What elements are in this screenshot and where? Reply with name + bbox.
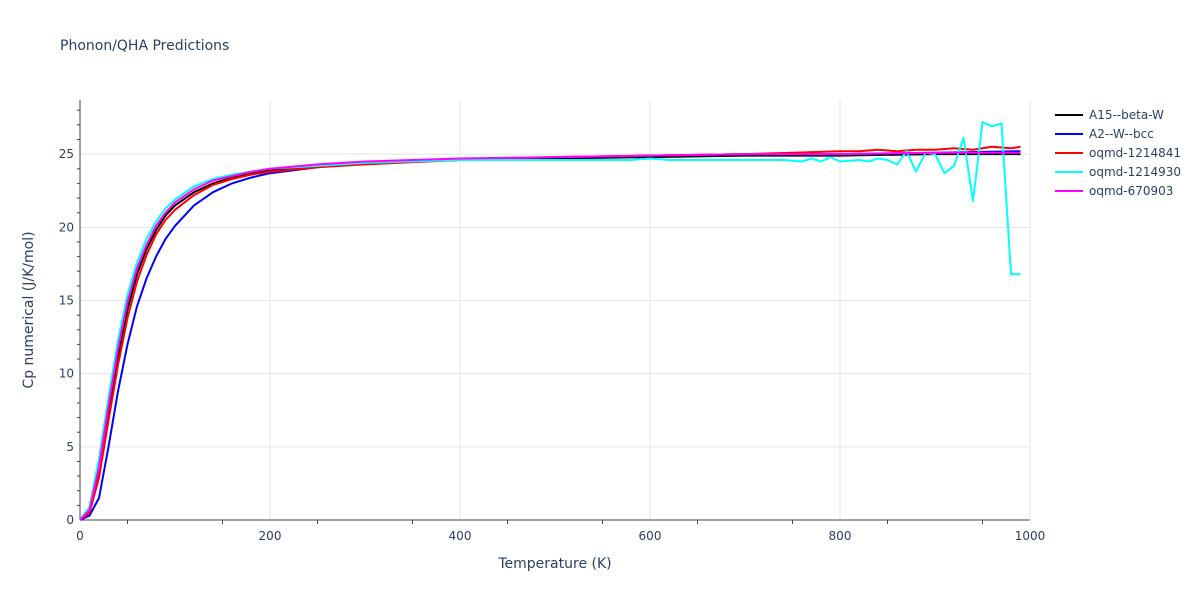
series-line-a2-w-bcc — [79, 150, 1021, 521]
x-axis-title: Temperature (K) — [497, 556, 611, 572]
legend-item[interactable]: A2--W--bcc — [1055, 127, 1154, 141]
legend-item[interactable]: oqmd-1214930 — [1055, 165, 1181, 179]
x-axis-ticks: 0 200 400 600 800 1000 — [76, 520, 1045, 543]
x-tick-label: 200 — [259, 529, 282, 543]
y-axis-ticks: 0 5 10 15 20 25 — [59, 109, 80, 527]
legend-item[interactable]: oqmd-670903 — [1055, 184, 1173, 198]
x-tick-label: 800 — [829, 529, 852, 543]
y-axis-title: Cp numerical (J/K/mol) — [21, 231, 37, 388]
y-tick-label: 25 — [59, 147, 74, 161]
series-line-oqmd-1214930 — [79, 121, 1021, 521]
legend-label: oqmd-1214930 — [1089, 165, 1181, 179]
grid — [80, 100, 1031, 520]
x-tick-label: 600 — [639, 529, 662, 543]
legend-label: oqmd-1214841 — [1089, 146, 1181, 160]
x-tick-label: 0 — [76, 529, 84, 543]
y-tick-label: 5 — [66, 440, 74, 454]
legend-item[interactable]: A15--beta-W — [1055, 108, 1164, 122]
series-lines — [79, 121, 1021, 521]
x-tick-label: 1000 — [1015, 529, 1046, 543]
legend-label: oqmd-670903 — [1089, 184, 1173, 198]
y-tick-label: 20 — [59, 220, 74, 234]
legend-label: A15--beta-W — [1089, 108, 1164, 122]
y-tick-label: 15 — [59, 293, 74, 307]
series-line-oqmd-1214841 — [79, 145, 1021, 521]
y-tick-label: 0 — [66, 513, 74, 527]
legend: A15--beta-W A2--W--bcc oqmd-1214841 oqmd-12… — [1055, 108, 1181, 198]
y-tick-label: 10 — [59, 367, 74, 381]
chart-title: Phonon/QHA Predictions — [60, 38, 229, 54]
legend-label: A2--W--bcc — [1089, 127, 1154, 141]
series-line-a15-beta-w — [79, 153, 1021, 521]
series-line-oqmd-670903 — [79, 151, 1021, 521]
x-tick-label: 400 — [449, 529, 472, 543]
legend-item[interactable]: oqmd-1214841 — [1055, 146, 1181, 160]
